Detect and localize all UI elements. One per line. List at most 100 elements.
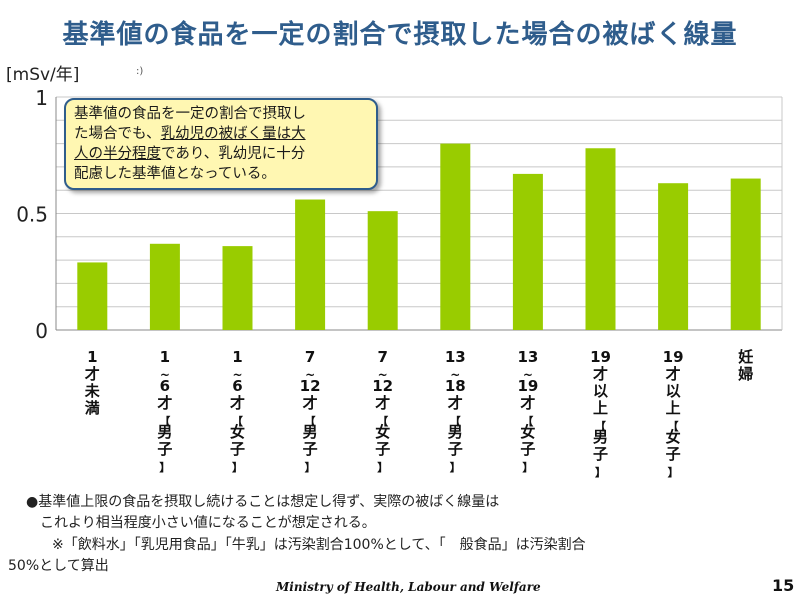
- bar: [295, 199, 326, 330]
- x-tick-label: 1: [160, 348, 170, 366]
- x-tick-label: 13: [517, 348, 538, 366]
- x-tick-label: 上: [593, 399, 608, 417]
- y-tick-label: 1: [35, 86, 48, 110]
- x-tick-label: 女: [520, 423, 535, 441]
- x-tick-label: 】: [450, 461, 461, 474]
- x-tick-label: 才: [593, 365, 608, 383]
- x-tick-label: 才: [448, 394, 463, 412]
- callout-underlined-text: 乳幼児の被ばく量は大: [160, 126, 306, 142]
- x-tick-label: 子: [593, 445, 608, 463]
- x-tick-label: 1: [87, 348, 97, 366]
- callout-text: た場合でも、: [74, 126, 161, 142]
- x-tick-label: 男: [157, 423, 172, 441]
- x-tick-label: ~: [378, 368, 388, 382]
- bar: [367, 211, 398, 330]
- x-tick-label: 才: [303, 394, 318, 412]
- x-tick-label: 7: [305, 348, 315, 366]
- x-tick-label: 子: [303, 440, 318, 458]
- x-tick-label: 満: [85, 399, 100, 417]
- callout-text: であり、乳幼児に十分: [161, 146, 306, 162]
- x-tick-label: 才: [157, 394, 172, 412]
- bar: [730, 178, 761, 330]
- y-tick-label: 0.5: [16, 203, 48, 227]
- callout-box: 基準値の食品を一定の割合で摂取し た場合でも、乳幼児の被ばく量は大 人の半分程度…: [64, 98, 378, 190]
- y-axis-unit: [mSv/年]: [6, 65, 80, 85]
- x-tick-label: 12: [372, 377, 393, 395]
- x-tick-label: 】: [595, 466, 606, 479]
- x-tick-label: 子: [520, 440, 535, 458]
- callout-line: 基準値の食品を一定の割合で摂取し: [74, 106, 306, 122]
- x-tick-label: 【: [232, 415, 243, 428]
- x-tick-label: 】: [377, 461, 388, 474]
- note-line-3: ※「飲料水」「乳児用食品」「牛乳」は汚染割合100%として、「 般食品」は汚染割…: [52, 537, 586, 553]
- x-tick-label: 女: [230, 423, 245, 441]
- x-tick-label: 男: [303, 423, 318, 441]
- x-tick-label: 7: [377, 348, 387, 366]
- footer-ministry: Ministry of Health, Labour and Welfare: [276, 580, 541, 594]
- x-tick-label: ~: [523, 368, 533, 382]
- page-number: 15: [772, 576, 795, 595]
- note-line-4: 50%として算出: [8, 558, 109, 574]
- x-tick-label: 】: [522, 461, 533, 474]
- x-tick-label: 】: [159, 461, 170, 474]
- page-title: 基準値の食品を一定の割合で摂取した場合の被ばく線量: [62, 20, 738, 50]
- note-line-1: ●基準値上限の食品を摂取し続けることは想定し得ず、実際の被ばく線量は: [26, 494, 500, 510]
- note-line-2: これより相当程度小さい値になることが想定される。: [40, 515, 376, 531]
- x-tick-label: 未: [84, 382, 101, 400]
- x-tick-label: 【: [159, 415, 170, 428]
- x-tick-label: ~: [305, 368, 315, 382]
- x-tick-label: 才: [85, 365, 100, 383]
- callout-line: た場合でも、乳幼児の被ばく量は大: [74, 124, 368, 144]
- bar: [585, 148, 616, 330]
- x-tick-label: 才: [666, 365, 681, 383]
- x-tick-label: 】: [232, 461, 243, 474]
- x-tick-label: 【: [450, 415, 461, 428]
- x-tick-label: 19: [663, 348, 684, 366]
- x-tick-label: 子: [157, 440, 172, 458]
- x-tick-label: ~: [450, 368, 460, 382]
- x-tick-label: 19: [517, 377, 538, 395]
- x-tick-label: 子: [448, 440, 463, 458]
- bar: [77, 262, 108, 330]
- x-tick-label: 男: [593, 428, 608, 446]
- bar: [440, 143, 471, 330]
- x-tick-label: 18: [445, 377, 466, 395]
- callout-line: 配慮した基準値となっている。: [74, 166, 276, 182]
- bar: [149, 243, 180, 330]
- x-tick-label: 19: [590, 348, 611, 366]
- bar: [512, 173, 543, 330]
- unit-extra-mark: :): [136, 66, 144, 77]
- x-tick-label: 1: [232, 348, 242, 366]
- x-tick-label: 才: [230, 394, 245, 412]
- x-tick-label: 以: [593, 382, 608, 400]
- x-tick-label: 6: [232, 377, 242, 395]
- x-tick-label: 6: [160, 377, 170, 395]
- callout-underlined-text: 人の半分程度: [74, 146, 161, 162]
- x-tick-label: 以: [666, 382, 681, 400]
- x-tick-label: 】: [305, 461, 316, 474]
- x-tick-label: 才: [375, 394, 390, 412]
- x-tick-label: 13: [445, 348, 466, 366]
- x-tick-label: 男: [448, 423, 463, 441]
- x-tick-label: 【: [595, 420, 606, 433]
- x-tick-label: 婦: [737, 365, 753, 383]
- bar: [658, 183, 689, 330]
- x-tick-label: 妊: [738, 348, 753, 366]
- x-tick-label: 才: [520, 394, 535, 412]
- x-tick-label: 子: [375, 440, 390, 458]
- y-tick-label: 0: [35, 319, 48, 343]
- x-tick-label: 上: [666, 399, 681, 417]
- bar-chart: 00.511才未満1~6才【男子】1~6才【女子】7~12才【男子】7~12才【…: [16, 86, 783, 479]
- x-tick-label: ~: [232, 368, 242, 382]
- x-tick-label: 【: [668, 420, 679, 433]
- x-tick-label: 12: [300, 377, 321, 395]
- bar: [222, 246, 253, 330]
- callout-line: 人の半分程度であり、乳幼児に十分: [74, 144, 368, 164]
- x-tick-label: 女: [375, 423, 390, 441]
- x-tick-label: 【: [522, 415, 533, 428]
- x-tick-label: 子: [666, 445, 681, 463]
- x-tick-label: 【: [305, 415, 316, 428]
- x-tick-label: 】: [668, 466, 679, 479]
- x-tick-label: 子: [230, 440, 245, 458]
- x-tick-label: ~: [160, 368, 170, 382]
